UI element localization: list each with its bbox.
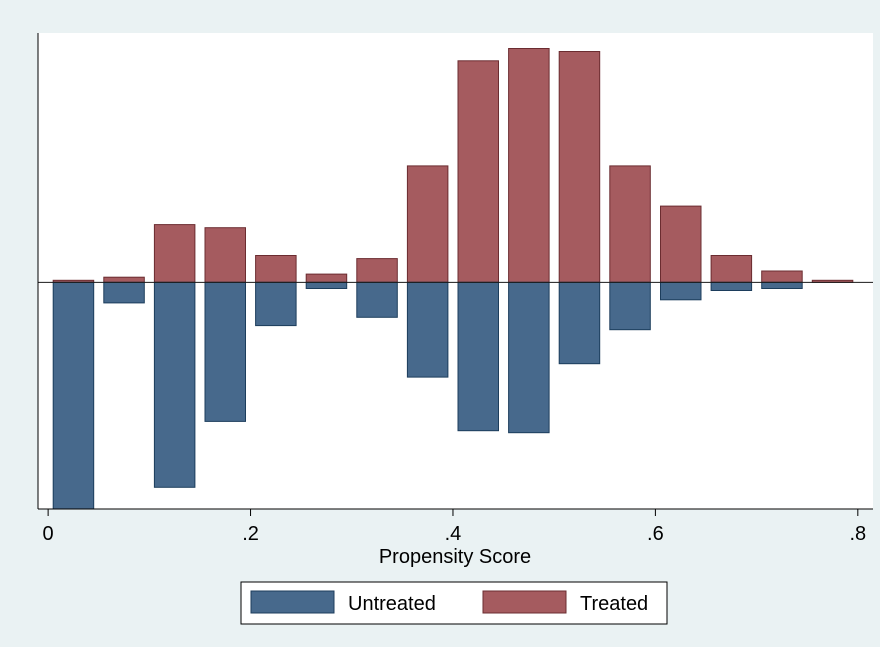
legend-swatch-treated xyxy=(482,590,567,614)
bar-untreated-3 xyxy=(204,281,246,422)
x-tick-label-1: .2 xyxy=(242,523,259,545)
bar-treated-8 xyxy=(457,60,499,283)
bar-treated-3 xyxy=(204,227,246,283)
x-tick-label-0: 0 xyxy=(43,523,54,545)
bar-treated-10 xyxy=(558,51,601,283)
bar-treated-13 xyxy=(710,255,753,283)
x-tick-label-4: .8 xyxy=(849,523,866,545)
bar-untreated-4 xyxy=(255,281,297,327)
x-tick-label-2: .4 xyxy=(445,523,462,545)
bar-treated-11 xyxy=(609,165,651,283)
x-tick-label-3: .6 xyxy=(647,523,664,545)
bar-untreated-6 xyxy=(356,281,398,318)
bar-treated-12 xyxy=(660,205,702,283)
bar-untreated-11 xyxy=(609,281,651,331)
bar-treated-6 xyxy=(356,258,398,283)
bar-treated-7 xyxy=(406,165,449,283)
legend-label-treated: Treated xyxy=(580,593,648,615)
x-axis-title: Propensity Score xyxy=(379,546,531,568)
bar-untreated-5 xyxy=(305,281,348,289)
legend-label-untreated: Untreated xyxy=(348,593,436,615)
bar-untreated-13 xyxy=(710,281,753,291)
bar-untreated-10 xyxy=(558,281,601,365)
bar-untreated-1 xyxy=(103,281,145,304)
bar-untreated-8 xyxy=(457,281,499,432)
bar-untreated-12 xyxy=(660,281,702,301)
bar-untreated-0 xyxy=(52,281,95,510)
bars-layer xyxy=(52,48,854,510)
bar-treated-2 xyxy=(153,224,196,283)
bar-treated-5 xyxy=(305,273,348,283)
bar-untreated-2 xyxy=(153,281,196,488)
bar-treated-1 xyxy=(103,276,145,283)
bar-untreated-7 xyxy=(406,281,449,378)
bar-treated-4 xyxy=(255,255,297,283)
x-ticks-layer: 0 .2 .4 .6 .8 xyxy=(43,509,866,545)
bar-untreated-9 xyxy=(508,281,550,434)
bar-untreated-14 xyxy=(761,281,803,289)
legend: Untreated Treated xyxy=(240,581,668,625)
legend-swatch-untreated xyxy=(250,590,335,614)
bar-treated-14 xyxy=(761,270,803,283)
bar-treated-9 xyxy=(508,48,550,283)
